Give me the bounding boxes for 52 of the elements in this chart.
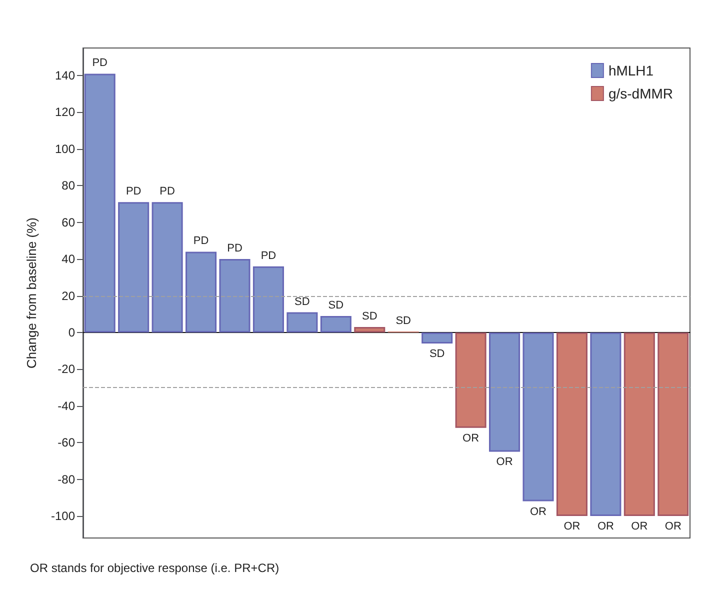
bar (455, 332, 486, 428)
bar (286, 312, 318, 332)
bar (422, 332, 453, 344)
data-label: PD (92, 57, 108, 70)
data-label: SD (294, 296, 310, 308)
bar (152, 202, 183, 332)
bar (186, 252, 217, 332)
bar (522, 332, 554, 502)
y-tick-label: 80 (62, 178, 76, 193)
data-label: SD (396, 315, 412, 328)
y-tick-label: 60 (62, 215, 76, 230)
data-label: OR (462, 432, 480, 444)
legend-label: hMLH1 (608, 62, 654, 78)
y-tick-label: 120 (54, 105, 76, 120)
text: OR stands for objective response (i.e. PR+CR) (30, 561, 280, 575)
y-tick-label: -40 (58, 398, 76, 413)
y-tick-label: -80 (58, 472, 76, 486)
data-label: PD (160, 186, 175, 198)
data-label: OR (664, 520, 682, 532)
data-label: OR (564, 520, 580, 532)
y-tick-label: 40 (62, 252, 76, 266)
bar (489, 332, 520, 452)
bar (658, 332, 689, 516)
data-label: PD (260, 250, 276, 262)
legend-label: g/s-dMMR (608, 86, 674, 102)
y-tick-label: -100 (50, 508, 76, 523)
bar (354, 326, 386, 332)
y-tick-label: 0 (68, 325, 76, 340)
data-label: PD (126, 186, 142, 198)
y-tick-label: -20 (58, 362, 76, 376)
bar (84, 74, 116, 332)
data-label: SD (328, 299, 344, 312)
y-axis-title: Change from baseline (%) (24, 217, 39, 369)
bar (252, 266, 284, 332)
data-label: SD (362, 310, 378, 322)
data-label: PD (193, 235, 209, 248)
bar (624, 332, 655, 516)
data-label: SD (429, 348, 445, 360)
bar (590, 332, 622, 516)
y-tick-label: 140 (54, 68, 76, 83)
bar (556, 332, 588, 516)
data-label: OR (530, 506, 547, 518)
y-tick-label: -60 (58, 436, 76, 450)
bar (118, 202, 150, 332)
data-label: OR (496, 456, 513, 468)
data-label: OR (631, 520, 648, 532)
y-tick-label: 20 (62, 288, 76, 303)
y-tick-label: 100 (54, 142, 76, 156)
bar (219, 259, 250, 332)
data-label: OR (597, 520, 614, 532)
data-label: PD (227, 242, 242, 255)
bar (320, 316, 352, 332)
